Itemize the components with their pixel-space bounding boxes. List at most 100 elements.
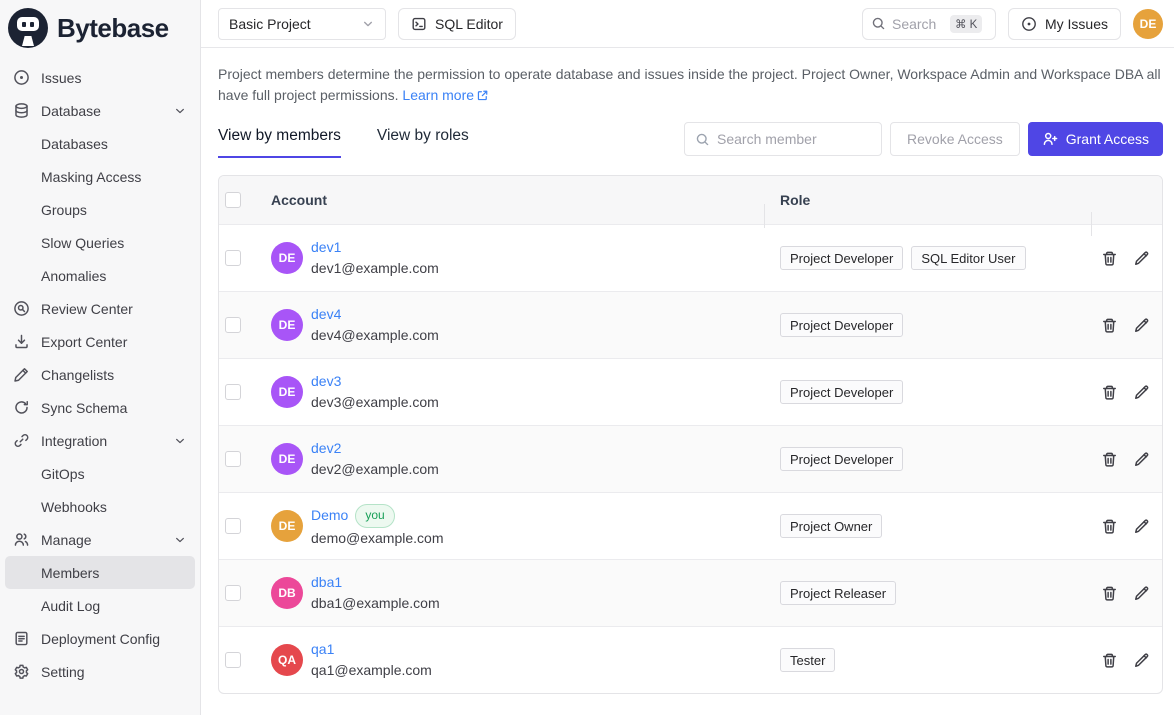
sidebar-item-members[interactable]: Members bbox=[5, 556, 195, 589]
sidebar-item-deployment-config[interactable]: Deployment Config bbox=[5, 622, 195, 655]
row-checkbox[interactable] bbox=[225, 451, 241, 467]
sidebar-item-label: Issues bbox=[41, 69, 82, 86]
topbar: Basic Project SQL Editor ⌘ K My Issues D… bbox=[201, 0, 1174, 48]
global-search-input[interactable] bbox=[891, 15, 944, 32]
row-checkbox-cell bbox=[219, 317, 271, 333]
brand-logo[interactable]: Bytebase bbox=[0, 0, 200, 56]
member-avatar: DB bbox=[271, 577, 303, 609]
sidebar-item-review-center[interactable]: Review Center bbox=[5, 292, 195, 325]
sidebar-item-webhooks[interactable]: Webhooks bbox=[5, 490, 195, 523]
changelist-icon bbox=[14, 368, 28, 382]
delete-member-button[interactable] bbox=[1101, 652, 1118, 669]
delete-member-button[interactable] bbox=[1101, 518, 1118, 535]
edit-member-button[interactable] bbox=[1133, 585, 1150, 602]
indent-spacer bbox=[13, 201, 30, 218]
delete-member-button[interactable] bbox=[1101, 451, 1118, 468]
pencil-icon bbox=[1135, 251, 1149, 265]
row-checkbox[interactable] bbox=[225, 585, 241, 601]
member-search-input[interactable] bbox=[717, 131, 872, 147]
tab-view-by-roles[interactable]: View by roles bbox=[376, 126, 469, 144]
member-email: dev2@example.com bbox=[311, 461, 439, 477]
sidebar-item-groups[interactable]: Groups bbox=[5, 193, 195, 226]
chevron-icon bbox=[176, 537, 184, 542]
sidebar-item-databases[interactable]: Databases bbox=[5, 127, 195, 160]
search-shortcut-badge: ⌘ K bbox=[949, 14, 983, 33]
edit-member-button[interactable] bbox=[1133, 451, 1150, 468]
actions-cell bbox=[1091, 317, 1162, 334]
sidebar-item-audit-log[interactable]: Audit Log bbox=[5, 589, 195, 622]
learn-more-link[interactable]: Learn more bbox=[402, 87, 475, 103]
sidebar-item-manage[interactable]: Manage bbox=[5, 523, 195, 556]
role-badge: Project Developer bbox=[780, 380, 904, 404]
revoke-access-button[interactable]: Revoke Access bbox=[890, 122, 1020, 156]
sidebar-item-label: Masking Access bbox=[41, 168, 142, 185]
tab-view-by-members[interactable]: View by members bbox=[218, 127, 341, 158]
delete-member-button[interactable] bbox=[1101, 317, 1118, 334]
chevron-down-icon bbox=[363, 21, 373, 26]
gear-icon bbox=[14, 664, 29, 679]
sidebar-item-database[interactable]: Database bbox=[5, 94, 195, 127]
sidebar-item-slow-queries[interactable]: Slow Queries bbox=[5, 226, 195, 259]
edit-member-button[interactable] bbox=[1133, 384, 1150, 401]
row-checkbox[interactable] bbox=[225, 317, 241, 333]
member-name-link[interactable]: Demo bbox=[311, 507, 349, 523]
sidebar-item-integration[interactable]: Integration bbox=[5, 424, 195, 457]
view-tabs: View by members View by roles bbox=[218, 127, 469, 158]
edit-member-button[interactable] bbox=[1133, 652, 1150, 669]
sidebar-item-masking-access[interactable]: Masking Access bbox=[5, 160, 195, 193]
row-checkbox-cell bbox=[219, 585, 271, 601]
actions-cell bbox=[1091, 451, 1162, 468]
sidebar-item-label: Export Center bbox=[41, 333, 128, 350]
member-name-link[interactable]: dev2 bbox=[311, 440, 342, 456]
member-name-link[interactable]: dev1 bbox=[311, 239, 342, 255]
row-checkbox[interactable] bbox=[225, 518, 241, 534]
global-search[interactable]: ⌘ K bbox=[861, 7, 996, 40]
sidebar-item-label: Manage bbox=[41, 531, 92, 548]
row-checkbox[interactable] bbox=[225, 652, 241, 668]
pencil-icon bbox=[1135, 385, 1149, 399]
circle-dot-icon bbox=[1022, 16, 1036, 31]
sidebar-item-label: Deployment Config bbox=[41, 630, 161, 647]
sidebar-item-label: Integration bbox=[41, 432, 108, 449]
link-icon bbox=[14, 434, 29, 447]
user-avatar[interactable]: DE bbox=[1133, 8, 1163, 39]
row-checkbox[interactable] bbox=[225, 384, 241, 400]
sidebar-item-setting[interactable]: Setting bbox=[5, 655, 195, 688]
delete-member-button[interactable] bbox=[1101, 585, 1118, 602]
search-icon bbox=[872, 17, 885, 30]
actions-cell bbox=[1091, 518, 1162, 535]
pencil-icon bbox=[1135, 318, 1149, 332]
project-select[interactable]: Basic Project bbox=[218, 7, 386, 40]
sql-editor-button[interactable]: SQL Editor bbox=[398, 7, 516, 40]
select-all-checkbox[interactable] bbox=[225, 192, 241, 208]
member-name-link[interactable]: dev4 bbox=[311, 306, 342, 322]
member-name-link[interactable]: dev3 bbox=[311, 373, 342, 389]
my-issues-button[interactable]: My Issues bbox=[1007, 7, 1121, 40]
sidebar-item-export-center[interactable]: Export Center bbox=[5, 325, 195, 358]
sidebar-item-sync-schema[interactable]: Sync Schema bbox=[5, 391, 195, 424]
member-name-link[interactable]: dba1 bbox=[311, 574, 343, 590]
trash-icon bbox=[1103, 251, 1116, 266]
sidebar-item-label: Databases bbox=[41, 135, 108, 152]
review-icon bbox=[14, 301, 29, 316]
edit-member-button[interactable] bbox=[1133, 250, 1150, 267]
member-name-link[interactable]: qa1 bbox=[311, 641, 335, 657]
member-avatar: DE bbox=[271, 510, 303, 542]
sidebar-item-gitops[interactable]: GitOps bbox=[5, 457, 195, 490]
page-description: Project members determine the permission… bbox=[218, 64, 1163, 106]
sidebar-item-label: Database bbox=[41, 102, 101, 119]
sidebar-item-changelists[interactable]: Changelists bbox=[5, 358, 195, 391]
member-search[interactable] bbox=[684, 122, 883, 156]
delete-member-button[interactable] bbox=[1101, 250, 1118, 267]
sidebar-item-issues[interactable]: Issues bbox=[5, 61, 195, 94]
actions-cell bbox=[1091, 384, 1162, 401]
row-checkbox[interactable] bbox=[225, 250, 241, 266]
project-select-value: Basic Project bbox=[229, 15, 311, 32]
edit-member-button[interactable] bbox=[1133, 518, 1150, 535]
sidebar-item-label: GitOps bbox=[41, 465, 85, 482]
edit-member-button[interactable] bbox=[1133, 317, 1150, 334]
sidebar-item-anomalies[interactable]: Anomalies bbox=[5, 259, 195, 292]
delete-member-button[interactable] bbox=[1101, 384, 1118, 401]
member-email: dev4@example.com bbox=[311, 327, 439, 343]
grant-access-button[interactable]: Grant Access bbox=[1027, 122, 1163, 156]
